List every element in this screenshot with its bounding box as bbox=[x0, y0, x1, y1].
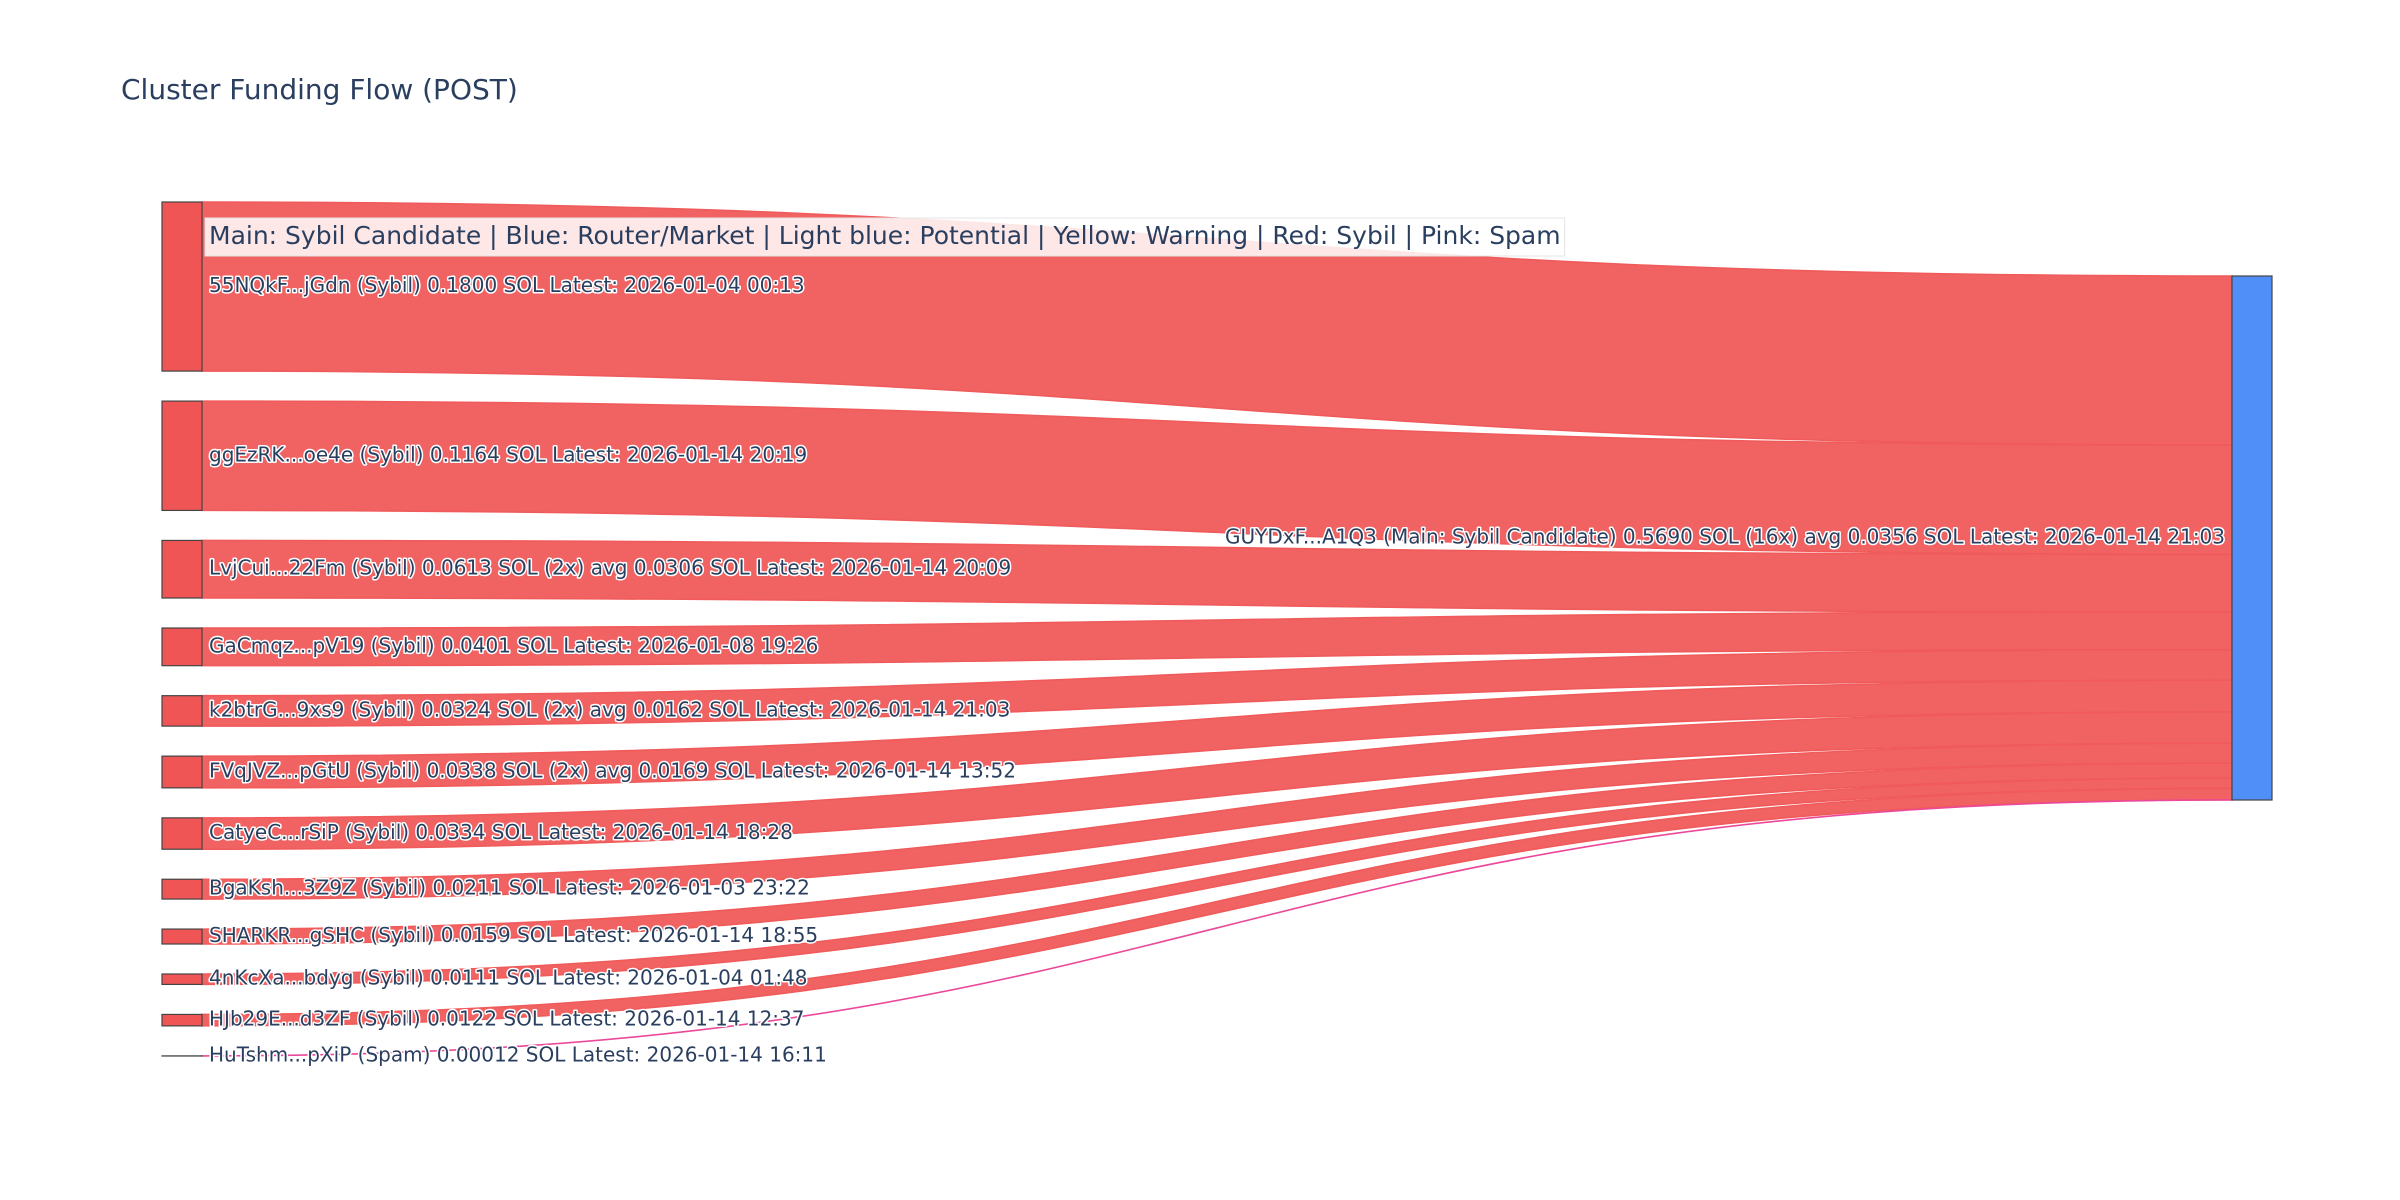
node-label: k2btrG...9xs9 (Sybil) 0.0324 SOL (2x) av… bbox=[209, 697, 1010, 721]
source-node bbox=[161, 627, 203, 667]
source-node bbox=[161, 878, 203, 900]
chart-title: Cluster Funding Flow (POST) bbox=[121, 73, 518, 106]
node-label: FVqJVZ...pGtU (Sybil) 0.0338 SOL (2x) av… bbox=[209, 758, 1016, 782]
node-label: HuTshm...pXiP (Spam) 0.00012 SOL Latest:… bbox=[209, 1042, 827, 1066]
source-node bbox=[161, 755, 203, 789]
source-node bbox=[161, 201, 203, 372]
source-node bbox=[161, 539, 203, 599]
source-node bbox=[161, 1013, 203, 1027]
node-label: SHARKR...gSHC (Sybil) 0.0159 SOL Latest:… bbox=[209, 923, 818, 947]
node-label: 4nKcXa...bdyg (Sybil) 0.0111 SOL Latest:… bbox=[209, 966, 808, 990]
node-label: 55NQkF...jGdn (Sybil) 0.1800 SOL Latest:… bbox=[209, 273, 805, 297]
source-node bbox=[161, 400, 203, 512]
source-node bbox=[161, 928, 203, 945]
node-label: GUYDxF...A1Q3 (Main: Sybil Candidate) 0.… bbox=[1225, 525, 2225, 549]
labels: 55NQkF...jGdn (Sybil) 0.1800 SOL Latest:… bbox=[208, 272, 2227, 1068]
node-label: CatyeC...rSiP (Sybil) 0.0334 SOL Latest:… bbox=[209, 820, 793, 844]
links bbox=[201, 201, 2233, 1057]
node-label: LvjCui...22Fm (Sybil) 0.0613 SOL (2x) av… bbox=[209, 556, 1011, 580]
node-label: ggEzRK...oe4e (Sybil) 0.1164 SOL Latest:… bbox=[209, 442, 807, 466]
annotation-box bbox=[204, 217, 1566, 257]
source-node bbox=[161, 695, 203, 727]
annotation: Main: Sybil Candidate | Blue: Router/Mar… bbox=[209, 221, 1561, 250]
nodes bbox=[161, 201, 2273, 1057]
target-node bbox=[2231, 275, 2273, 801]
node-label: HJb29E...d3ZF (Sybil) 0.0122 SOL Latest:… bbox=[209, 1007, 804, 1031]
node-label: BgaKsh...3Z9Z (Sybil) 0.0211 SOL Latest:… bbox=[209, 876, 810, 900]
source-node bbox=[161, 817, 203, 850]
source-node bbox=[161, 973, 203, 986]
node-label: GaCmqz...pV19 (Sybil) 0.0401 SOL Latest:… bbox=[209, 633, 818, 657]
